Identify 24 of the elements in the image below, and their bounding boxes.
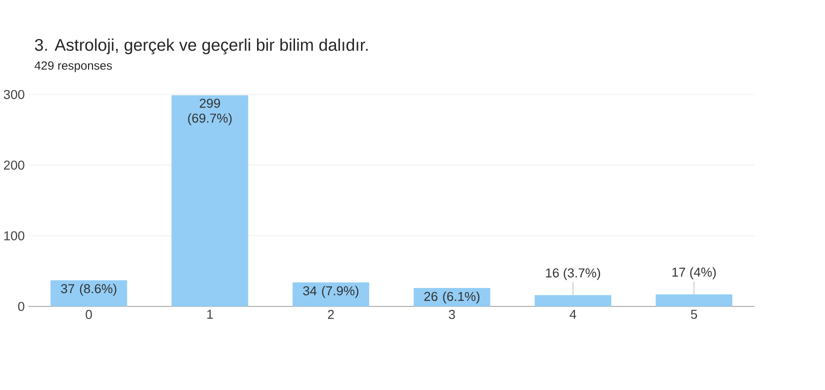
bar xyxy=(534,295,612,306)
data-label: 16 (3.7%) xyxy=(546,268,600,280)
y-tick-label: 200 xyxy=(4,160,24,170)
x-tick-label: 5 xyxy=(690,310,698,319)
data-label: 37 (8.6%) xyxy=(61,284,116,296)
bar xyxy=(50,280,128,306)
bar xyxy=(414,288,490,306)
data-label: 34 (7.9%) xyxy=(303,286,358,298)
bar xyxy=(292,282,370,306)
x-tick-label: 2 xyxy=(328,310,334,319)
y-tick-label: 100 xyxy=(4,231,24,240)
y-tick-label: 0 xyxy=(18,302,24,311)
x-tick-label: 1 xyxy=(207,310,213,319)
bar xyxy=(172,95,248,306)
x-tick-label: 0 xyxy=(86,310,92,320)
y-tick-label: 300 xyxy=(4,90,24,100)
data-label: 299 (69.7%) xyxy=(188,98,232,126)
data-label: 17 (4%) xyxy=(672,267,716,280)
bar xyxy=(656,294,732,306)
chart-subtitle: 429 responses xyxy=(34,61,112,72)
x-tick-label: 3 xyxy=(448,310,455,320)
x-tick-label: 4 xyxy=(570,310,576,319)
chart-title: 3. Astroloji, gerçek ve geçerli bir bilim dalıdır. xyxy=(34,38,368,54)
data-label: 26 (6.1%) xyxy=(424,292,480,304)
